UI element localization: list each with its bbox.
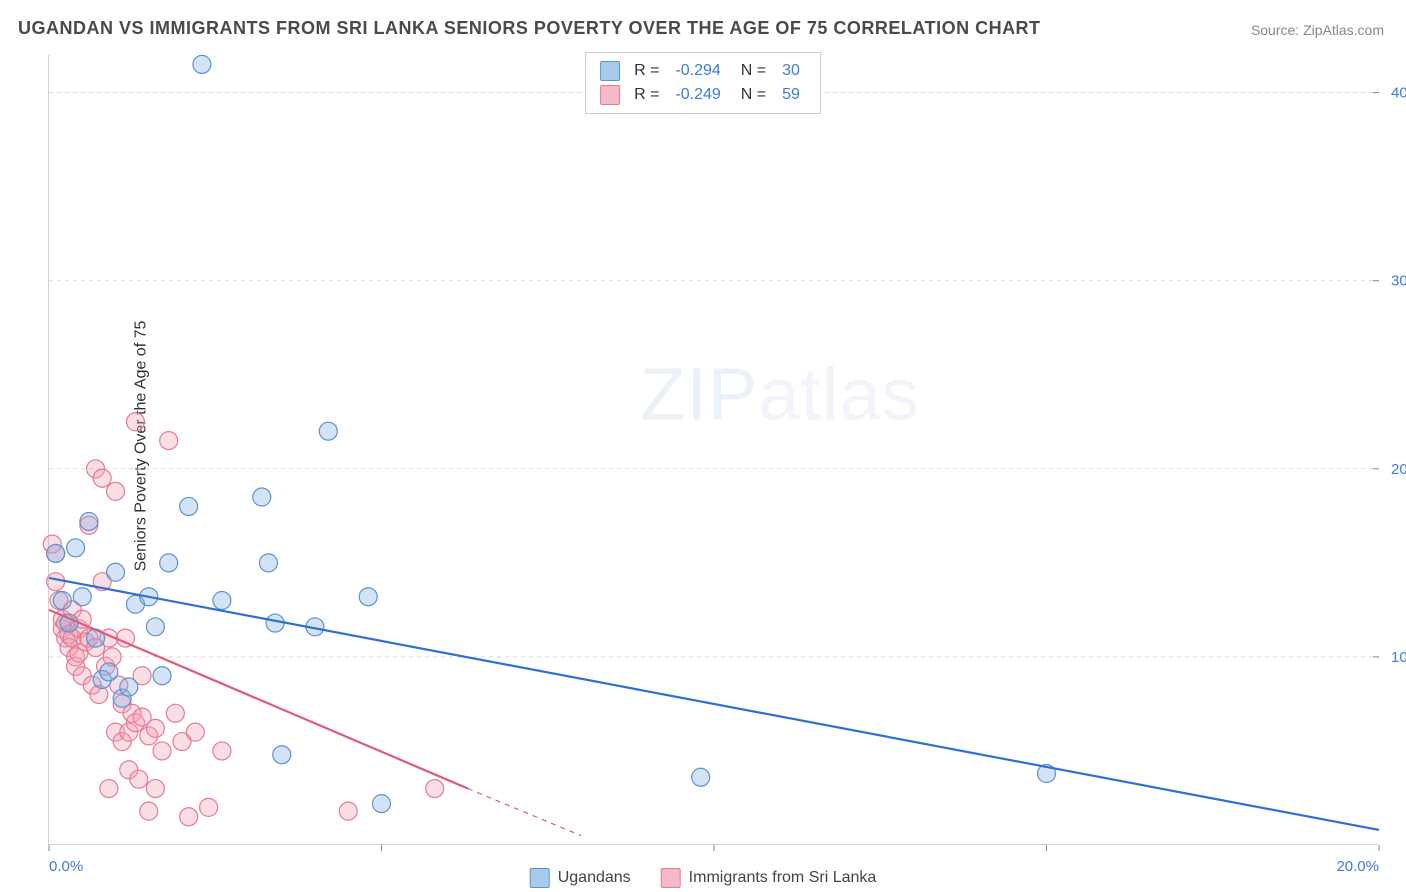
- r-value: -0.249: [675, 86, 720, 104]
- legend-item: Ugandans: [530, 868, 631, 888]
- n-value: 30: [782, 62, 800, 80]
- correlation-stats-box: R = -0.294 N = 30 R = -0.249 N = 59: [585, 52, 821, 114]
- svg-text:10.0%: 10.0%: [1391, 649, 1406, 666]
- chart-title: UGANDAN VS IMMIGRANTS FROM SRI LANKA SEN…: [18, 18, 1041, 39]
- legend-label: Ugandans: [558, 869, 631, 887]
- n-label: N =: [741, 86, 766, 104]
- svg-text:40.0%: 40.0%: [1391, 85, 1406, 102]
- svg-text:20.0%: 20.0%: [1336, 858, 1379, 875]
- source-label: Source:: [1251, 22, 1303, 38]
- source-attribution: Source: ZipAtlas.com: [1251, 22, 1384, 38]
- swatch-icon: [600, 85, 620, 105]
- n-label: N =: [741, 62, 766, 80]
- legend-label: Immigrants from Sri Lanka: [689, 869, 877, 887]
- legend: Ugandans Immigrants from Sri Lanka: [522, 868, 885, 888]
- r-label: R =: [634, 62, 659, 80]
- stat-row: R = -0.249 N = 59: [600, 83, 806, 107]
- r-value: -0.294: [675, 62, 720, 80]
- r-label: R =: [634, 86, 659, 104]
- svg-text:0.0%: 0.0%: [49, 858, 83, 875]
- swatch-icon: [530, 868, 550, 888]
- svg-text:20.0%: 20.0%: [1391, 461, 1406, 478]
- swatch-icon: [661, 868, 681, 888]
- source-name: ZipAtlas.com: [1303, 22, 1384, 38]
- n-value: 59: [782, 86, 800, 104]
- legend-item: Immigrants from Sri Lanka: [661, 868, 877, 888]
- swatch-icon: [600, 61, 620, 81]
- stat-row: R = -0.294 N = 30: [600, 59, 806, 83]
- plot-area: ZIPatlas 10.0%20.0%30.0%40.0%0.0%20.0%: [48, 55, 1378, 845]
- svg-text:30.0%: 30.0%: [1391, 273, 1406, 290]
- chart-svg: 10.0%20.0%30.0%40.0%0.0%20.0%: [49, 55, 1378, 844]
